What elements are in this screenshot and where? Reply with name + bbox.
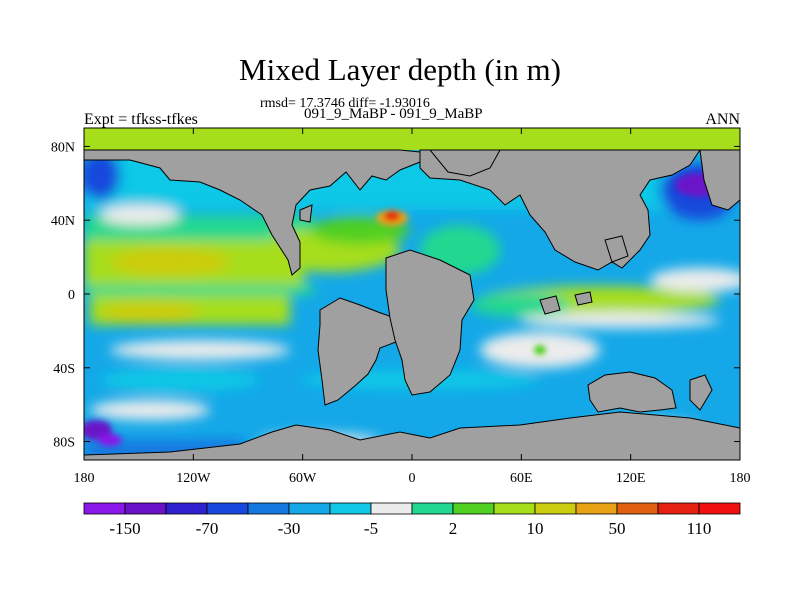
colorbar-label: -5 (364, 519, 378, 538)
map-title: Mixed Layer depth (in m) (239, 52, 561, 87)
landmass-island-5 (604, 235, 629, 263)
landmass-island-4 (689, 374, 713, 411)
colorbar-swatch (575, 502, 618, 515)
colorbar-swatch (83, 502, 126, 515)
lat-tick-label: 40N (51, 214, 75, 229)
landmass-north-america (84, 149, 421, 276)
colorbar-swatch (657, 502, 700, 515)
colorbar-label: -30 (278, 519, 301, 538)
stats-line: rmsd= 17.3746 diff= -1.93016 (260, 96, 430, 111)
colorbar-label: 50 (609, 519, 626, 538)
landmass-east-asia (699, 149, 740, 211)
colorbar-swatch (411, 502, 454, 515)
landmass-eurasia (419, 149, 701, 271)
colorbar-swatch (493, 502, 536, 515)
land-masses (84, 149, 740, 460)
landmass-island-1 (299, 204, 313, 223)
landmass-south-america (317, 297, 409, 406)
lat-tick-label: 80S (53, 436, 75, 451)
colorbar-swatch (124, 502, 167, 515)
map-axes: 180 120W 60W 0 60E 120E 180 80N 40N 0 40S 80S (51, 128, 751, 486)
colorbar-label: -70 (196, 519, 219, 538)
lon-tick-label: 60E (510, 471, 533, 486)
lon-tick-label: 120E (616, 471, 646, 486)
colorbar-swatch (698, 502, 741, 515)
lon-tick-label: 0 (409, 471, 416, 486)
season-label: ANN (705, 111, 740, 128)
colorbar-label: -150 (109, 519, 140, 538)
colorbar-swatch (616, 502, 659, 515)
landmass-australia (587, 371, 677, 413)
colorbar-swatch (329, 502, 372, 515)
colorbar: -150 -70 -30 -5 2 10 50 110 (83, 502, 741, 538)
period-line: 091_9_MaBP - 091_9_MaBP (304, 106, 483, 122)
lon-tick-label: 180 (730, 471, 751, 486)
lon-tick-label: 60W (289, 471, 317, 486)
colorbar-swatch (370, 502, 413, 515)
lat-tick-label: 80N (51, 140, 75, 155)
landmass-antarctica (84, 411, 740, 460)
colorbar-label: 2 (449, 519, 458, 538)
colorbar-swatch (452, 502, 495, 515)
colorbar-label: 10 (527, 519, 544, 538)
colorbar-swatch (288, 502, 331, 515)
lat-tick-label: 0 (68, 288, 75, 303)
landmass-island-3 (574, 291, 593, 306)
colorbar-swatch (206, 502, 249, 515)
lon-tick-label: 180 (74, 471, 95, 486)
colorbar-swatch (247, 502, 290, 515)
colorbar-swatch (534, 502, 577, 515)
landmass-greenland (428, 149, 501, 177)
colorbar-label: 110 (687, 519, 712, 538)
colorbar-swatch (165, 502, 208, 515)
lat-tick-label: 40S (53, 362, 75, 377)
landmass-africa (385, 249, 475, 396)
map-plot-area (84, 128, 740, 460)
landmass-island-2 (539, 295, 561, 315)
experiment-label: Expt = tfkss-tfkes (84, 111, 198, 128)
lon-tick-label: 120W (176, 471, 211, 486)
